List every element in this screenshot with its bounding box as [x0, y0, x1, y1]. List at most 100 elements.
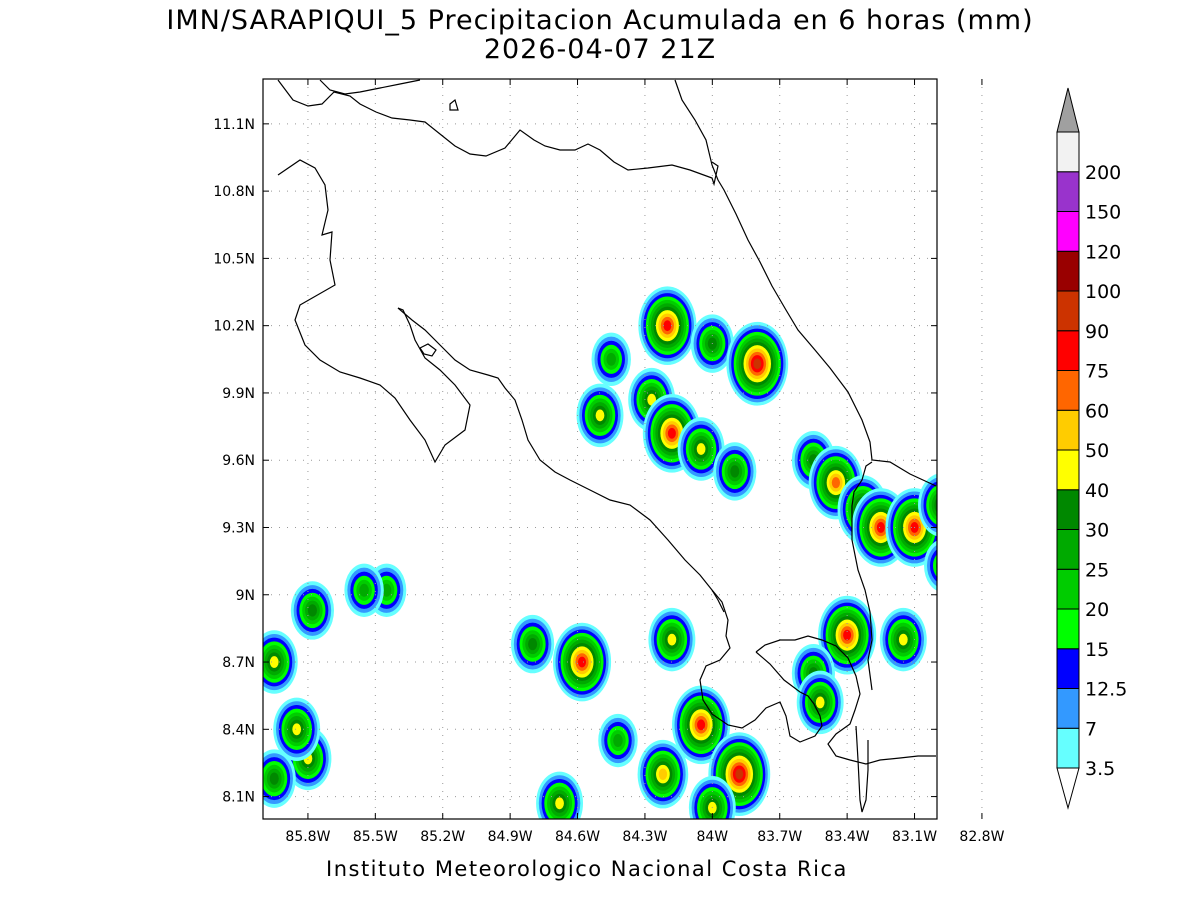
rain-contour-15	[989, 535, 1011, 564]
colorbar-label: 12.5	[1085, 679, 1127, 701]
rain-contour-25	[939, 559, 949, 572]
lat-tick-label: 9.9N	[222, 386, 255, 402]
colorbar-swatch	[1056, 330, 1080, 371]
colorbar-label: 200	[1085, 162, 1121, 184]
rain-contour-20	[965, 609, 990, 643]
lat-tick-label: 10.5N	[213, 251, 255, 267]
rain-contour-12.5	[957, 531, 984, 568]
colorbar-swatch	[1056, 648, 1080, 689]
rain-contour-40	[696, 443, 706, 455]
rain-contour-3.5	[951, 662, 990, 715]
latitude-tick-labels: 11.1N 10.8N 10.5N 10.2N 9.9N 9.6N 9.3N 9N 8.7N 8.…	[213, 117, 255, 806]
lon-tick-label: 82.8W	[959, 829, 1004, 845]
rain-cell	[344, 563, 384, 617]
colorbar-label: 150	[1085, 202, 1121, 224]
rain-contour-12.5	[957, 670, 984, 707]
map-frame	[262, 78, 938, 820]
chart-title: IMN/SARAPIQUI_5 Precipitacion Acumulada …	[166, 5, 1034, 36]
rain-cell	[637, 739, 689, 809]
colorbar-label: 15	[1085, 639, 1109, 661]
rain-contour-40	[937, 499, 946, 511]
footer-credit: Instituto Meteorologico Nacional Costa R…	[326, 857, 848, 881]
lat-tick-label: 11.1N	[213, 117, 255, 133]
rain-cell	[552, 622, 612, 702]
colorbar-label: 3.5	[1085, 758, 1115, 780]
rain-contour-30	[528, 637, 538, 651]
lake-island	[449, 98, 459, 111]
lat-tick-label: 8.4N	[222, 722, 255, 738]
precipitation-field	[263, 286, 1019, 819]
rain-contour-40	[269, 656, 279, 668]
colorbar-label: 90	[1085, 321, 1109, 343]
map-panel: 11.1N 10.8N 10.5N 10.2N 9.9N 9.6N 9.3N 9N 8.7N 8.…	[213, 78, 1019, 845]
rain-cell	[713, 442, 757, 501]
rain-contour-75	[876, 522, 885, 533]
rain-cell	[576, 383, 624, 448]
lat-lon-grid	[263, 79, 983, 819]
rain-contour-20	[992, 539, 1008, 560]
lat-tick-label: 8.7N	[222, 655, 255, 671]
rain-cell	[273, 697, 321, 762]
lat-tick-label: 9.6N	[222, 453, 255, 469]
colorbar-swatch	[1056, 409, 1080, 451]
rain-contour-75	[697, 719, 706, 731]
rain-cell	[511, 614, 555, 674]
rain-contour-3.5	[980, 523, 1019, 576]
colorbar-swatch	[1056, 290, 1080, 332]
rain-contour-25	[359, 583, 369, 597]
lat-tick-label: 9.3N	[222, 520, 255, 536]
colorbar-label: 30	[1085, 520, 1109, 542]
colorbar-swatch	[1056, 529, 1080, 570]
rain-contour-30	[269, 772, 279, 785]
burica-peninsula	[855, 725, 869, 813]
lon-tick-label: 83.4W	[825, 829, 870, 845]
rain-contour-30	[934, 497, 937, 513]
rain-contour-90	[735, 768, 744, 780]
colorbar-label: 25	[1085, 559, 1109, 581]
lon-tick-label: 83.7W	[757, 829, 802, 845]
rain-cell	[980, 523, 1019, 576]
rain-contour-75	[843, 629, 852, 641]
lat-tick-label: 9N	[236, 588, 255, 604]
colorbar-label: 50	[1085, 440, 1109, 462]
colorbar-swatch	[1056, 370, 1080, 411]
golfo-dulce-shore	[755, 635, 936, 765]
lon-tick-label: 84W	[696, 829, 728, 845]
rain-contour-15	[962, 605, 993, 646]
lon-tick-label: 84.9W	[488, 829, 533, 845]
chira-island	[419, 343, 437, 357]
rain-cell	[536, 771, 584, 819]
gulf-of-nicoya-shore	[397, 307, 823, 743]
rain-contour-20	[963, 539, 979, 560]
rain-cell	[290, 581, 335, 640]
coastline-boundaries	[277, 79, 937, 813]
rain-contour-12.5	[986, 531, 1013, 568]
colorbar-under-triangle	[1056, 767, 1080, 810]
lon-tick-label: 85.5W	[353, 829, 398, 845]
lon-tick-label: 83.1W	[892, 829, 937, 845]
panama-border	[851, 461, 873, 691]
rain-contour-25	[381, 583, 392, 597]
rain-contour-40	[898, 633, 908, 646]
rain-contour-7	[954, 527, 987, 572]
rain-contour-25	[606, 352, 617, 366]
rain-contour-60	[831, 477, 841, 489]
lon-tick-label: 84.6W	[555, 829, 600, 845]
rain-cell	[688, 776, 736, 819]
rain-contour-3.5	[951, 523, 990, 576]
rain-contour-30	[730, 465, 740, 478]
pacific-coast-south	[711, 589, 725, 613]
lon-tick-label: 85.8W	[285, 829, 330, 845]
lat-tick-label: 10.2N	[213, 319, 255, 335]
colorbar-label: 20	[1085, 599, 1109, 621]
rain-contour-7	[957, 598, 998, 654]
rain-contour-7	[983, 527, 1016, 572]
rain-cell	[796, 670, 844, 735]
colorbar-swatch	[1056, 211, 1080, 252]
colorbar-label: 7	[1085, 718, 1097, 740]
colorbar-swatch	[1056, 131, 1080, 173]
colorbar-label: 75	[1085, 361, 1109, 383]
chart-subtitle-datetime: 2026-04-07 21Z	[483, 34, 717, 65]
rain-contour-75	[578, 656, 587, 668]
